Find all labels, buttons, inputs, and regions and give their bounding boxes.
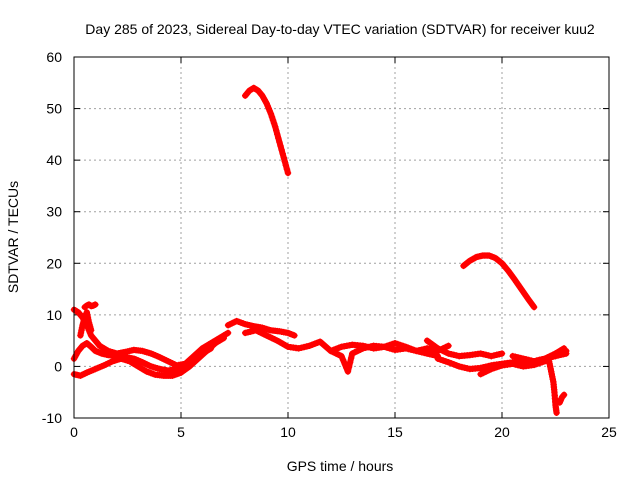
series-arc-n	[556, 391, 568, 406]
ticks: 0 5 10 15 20 25 -10 0 10 20 30 40 50 60	[42, 49, 617, 440]
x-tick-label: 25	[601, 424, 617, 440]
data-point	[344, 368, 352, 375]
data-point	[346, 359, 354, 366]
data-point	[347, 354, 355, 362]
y-tick-label: -10	[42, 410, 62, 426]
y-tick-label: 30	[46, 204, 62, 220]
data-point	[224, 329, 232, 337]
data-point	[498, 350, 506, 357]
x-tick-label: 5	[177, 424, 185, 440]
data-point	[277, 142, 284, 150]
data-point	[267, 110, 275, 117]
series-arc-m	[545, 358, 560, 417]
y-tick-label: 50	[46, 101, 62, 117]
data-point	[271, 123, 279, 130]
data-point	[268, 113, 276, 121]
data-point	[280, 154, 287, 161]
data-point	[278, 146, 285, 154]
data-point	[283, 165, 291, 173]
data-point	[338, 352, 345, 360]
data-point	[274, 131, 281, 138]
data-point	[445, 342, 452, 349]
y-tick-label: 60	[46, 49, 62, 65]
data-point	[270, 120, 278, 127]
data-point	[87, 327, 95, 334]
data-point	[220, 334, 227, 342]
series-peak-2	[460, 252, 538, 311]
data-point	[553, 409, 560, 417]
data-point	[258, 91, 265, 98]
series-arc-d	[81, 301, 99, 311]
y-tick-label: 10	[46, 307, 62, 323]
data-point	[341, 360, 348, 368]
data-point	[339, 356, 347, 364]
data-point	[279, 150, 286, 157]
data-point	[282, 162, 290, 169]
data-point	[284, 169, 292, 177]
data-point	[345, 363, 353, 371]
y-tick-label: 20	[46, 255, 62, 271]
data-point	[276, 138, 283, 146]
data-point	[92, 301, 99, 308]
plot-frame	[73, 56, 610, 419]
data-point	[560, 391, 568, 398]
data-point	[269, 116, 277, 124]
x-tick-label: 0	[70, 424, 78, 440]
x-tick-label: 20	[494, 424, 510, 440]
data-point	[291, 332, 298, 339]
series-arc-e	[77, 309, 95, 339]
data-marks	[70, 84, 570, 417]
series-arc-l	[509, 347, 570, 365]
data-point	[563, 347, 570, 355]
x-axis-label: GPS time / hours	[287, 458, 394, 474]
data-point	[530, 303, 538, 311]
series-arc-f	[224, 317, 298, 339]
series-arc-i	[423, 337, 506, 360]
y-tick-label: 40	[46, 152, 62, 168]
chart-title: Day 285 of 2023, Sidereal Day-to-day VTE…	[85, 21, 595, 37]
y-axis-label: SDTVAR / TECUs	[5, 181, 21, 293]
y-tick-label: 0	[54, 358, 62, 374]
series-peak-1	[242, 84, 292, 177]
x-tick-label: 15	[387, 424, 403, 440]
data-point	[273, 127, 280, 134]
data-point	[275, 135, 282, 142]
data-point	[207, 345, 215, 352]
data-point	[281, 158, 288, 165]
x-tick-label: 10	[280, 424, 296, 440]
